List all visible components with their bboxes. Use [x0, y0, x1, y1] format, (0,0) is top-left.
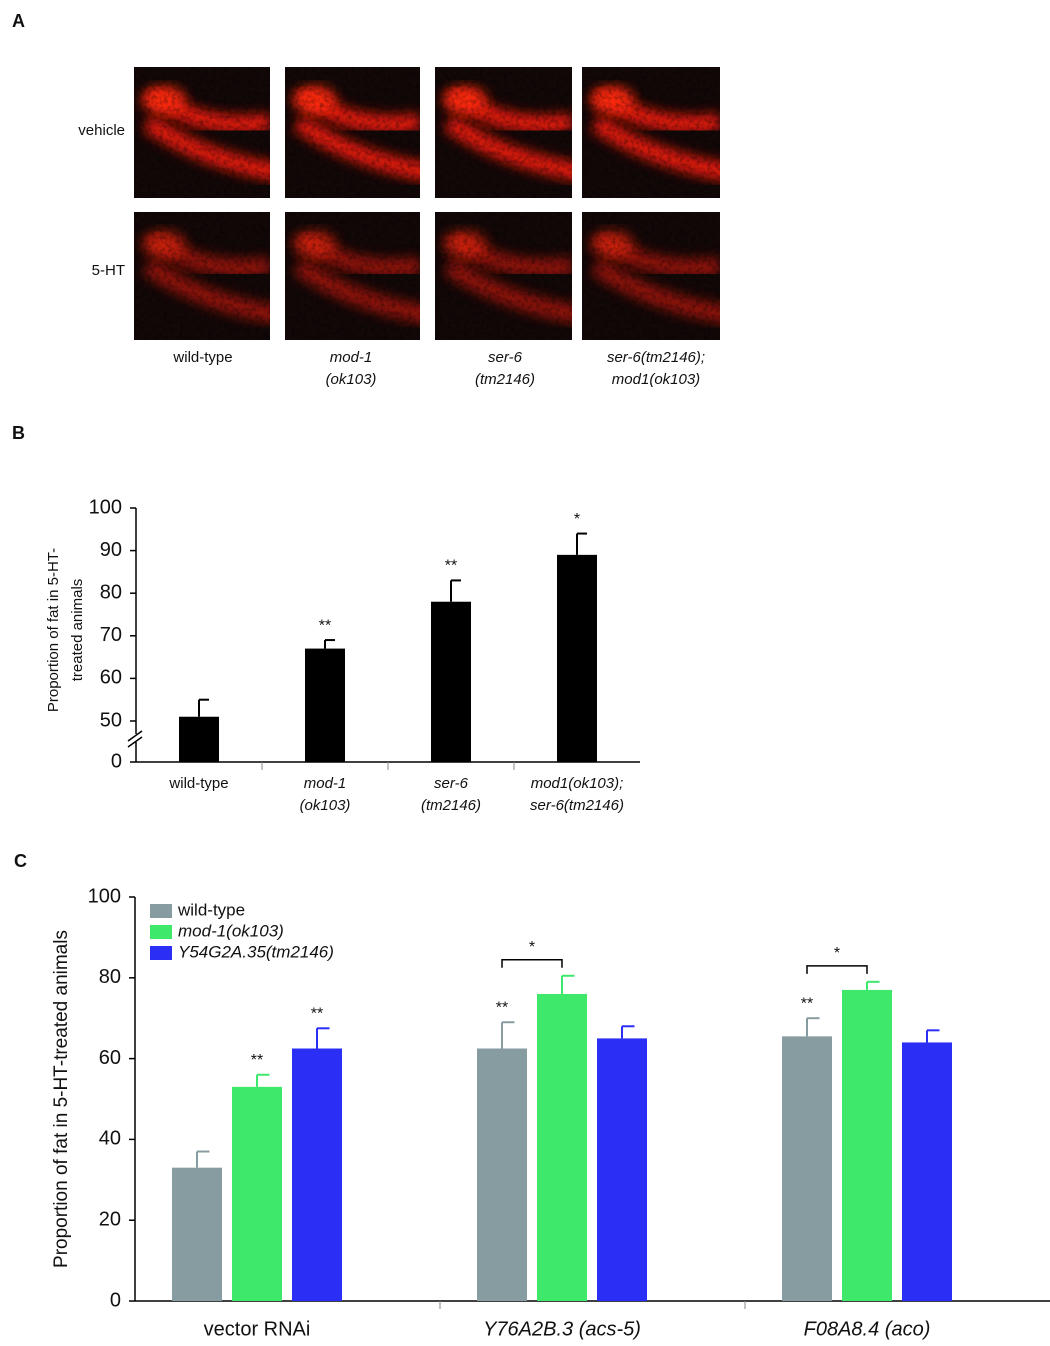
y-tick-label: 50 [100, 709, 122, 731]
panel-label: C [14, 851, 27, 871]
worm [435, 67, 572, 198]
significance-label: ** [496, 999, 508, 1016]
y-tick-label: 0 [111, 750, 122, 772]
x-tick-label: (tm2146) [421, 797, 481, 814]
speckle [285, 212, 420, 340]
x-tick-label: ser-6 [434, 775, 469, 792]
micrograph [582, 67, 720, 198]
micrograph [582, 212, 720, 340]
y-tick-label: 80 [100, 581, 122, 603]
significance-label: ** [801, 995, 813, 1012]
bar [232, 1086, 282, 1301]
speckle [134, 67, 270, 198]
significance-bracket [501, 959, 563, 968]
speckle [285, 67, 420, 198]
worm [435, 212, 572, 340]
row-label: vehicle [78, 122, 125, 139]
bar [172, 1167, 222, 1301]
micrograph [134, 212, 270, 340]
row-label: 5-HT [92, 262, 125, 279]
bar [477, 1048, 527, 1301]
speckle [582, 212, 720, 340]
x-tick-label: mod1(ok103); [531, 775, 624, 792]
bar [902, 1042, 952, 1301]
panel-label: B [12, 423, 25, 443]
worm [582, 67, 720, 198]
y-tick-label: 100 [88, 885, 121, 907]
y-tick-label: 100 [89, 496, 122, 518]
micrograph [435, 67, 572, 198]
speckle [435, 212, 572, 340]
micrograph [285, 212, 420, 340]
x-tick-label: Y76A2B.3 (acs-5) [483, 1318, 641, 1340]
legend-swatch [150, 946, 172, 960]
worm [582, 212, 720, 340]
x-tick-label: ser-6(tm2146) [530, 797, 624, 814]
y-axis-label: Proportion of fat in 5-HT- [45, 548, 62, 712]
column-label: ser-6 [488, 349, 523, 366]
y-tick-label: 80 [99, 966, 121, 988]
bar [431, 601, 471, 762]
x-tick-label: (ok103) [300, 797, 351, 814]
axis-break [127, 736, 143, 748]
axis-break [127, 730, 143, 742]
worm [285, 212, 420, 340]
y-tick-label: 70 [100, 624, 122, 646]
bar [782, 1036, 832, 1301]
worm [285, 67, 420, 198]
legend-swatch [150, 904, 172, 918]
y-tick-label: 60 [99, 1047, 121, 1069]
column-label: ser-6(tm2146); [607, 349, 705, 366]
bar [305, 648, 345, 762]
bar [557, 554, 597, 762]
bar [537, 993, 587, 1301]
significance-label: * [834, 945, 840, 962]
y-tick-label: 40 [99, 1128, 121, 1150]
significance-label: ** [319, 617, 331, 634]
column-label: (ok103) [326, 371, 377, 388]
worm [134, 67, 270, 198]
significance-bracket [806, 965, 868, 974]
y-axis-label: Proportion of fat in 5-HT-treated animal… [51, 930, 72, 1268]
bar [179, 716, 219, 762]
bar [842, 989, 892, 1301]
column-label: mod-1 [330, 349, 373, 366]
x-tick-label: F08A8.4 (aco) [804, 1318, 931, 1340]
significance-label: ** [251, 1052, 263, 1069]
axis-break-gap [132, 734, 140, 742]
micrograph [134, 67, 270, 198]
speckle [134, 212, 270, 340]
y-tick-label: 90 [100, 539, 122, 561]
y-tick-label: 60 [100, 667, 122, 689]
significance-label: * [529, 939, 535, 956]
legend-label: wild-type [177, 900, 245, 919]
y-axis-label: treated animals [69, 579, 86, 682]
column-label: mod1(ok103) [612, 371, 700, 388]
x-tick-label: wild-type [168, 775, 228, 792]
panel-label: A [12, 11, 25, 31]
bar [597, 1038, 647, 1301]
legend-label: Y54G2A.35(tm2146) [178, 942, 334, 961]
legend-label: mod-1(ok103) [178, 921, 284, 940]
micrograph [435, 212, 572, 340]
significance-label: ** [311, 1006, 323, 1023]
micrograph [285, 67, 420, 198]
y-tick-label: 20 [99, 1208, 121, 1230]
legend-swatch [150, 925, 172, 939]
y-tick-label: 0 [110, 1289, 121, 1311]
speckle [582, 67, 720, 198]
x-tick-label: mod-1 [304, 775, 347, 792]
bar [292, 1048, 342, 1301]
x-tick-label: vector RNAi [204, 1318, 311, 1340]
speckle [435, 67, 572, 198]
significance-label: * [574, 511, 580, 528]
worm [134, 212, 270, 340]
column-label: wild-type [172, 349, 232, 366]
significance-label: ** [445, 558, 457, 575]
column-label: (tm2146) [475, 371, 535, 388]
